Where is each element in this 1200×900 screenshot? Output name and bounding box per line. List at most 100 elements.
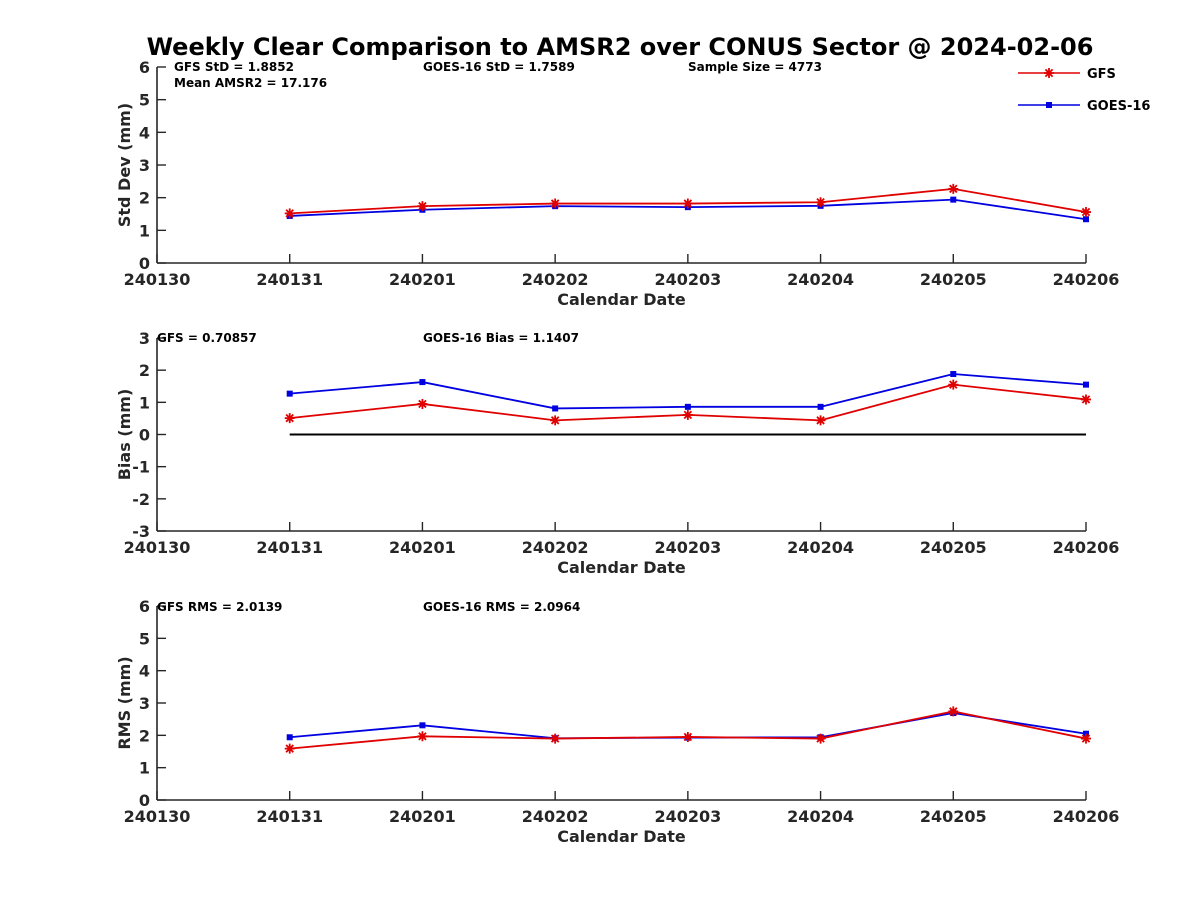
x-tick-label: 240206 — [1053, 807, 1120, 826]
y-tick-label: 6 — [139, 597, 150, 616]
data-point-goes-16 — [684, 403, 691, 410]
y-tick-label: 1 — [139, 759, 150, 778]
x-axis-label: Calendar Date — [557, 827, 686, 846]
data-point-gfs — [1081, 733, 1091, 744]
x-tick-label: 240201 — [389, 807, 456, 826]
stat-annotation: GOES-16 StD = 1.7589 — [423, 60, 575, 74]
data-point-gfs — [284, 743, 295, 754]
y-tick-label: 3 — [139, 694, 150, 713]
y-tick-label: 2 — [139, 361, 150, 380]
chart-title: Weekly Clear Comparison to AMSR2 over CO… — [147, 33, 1094, 61]
data-point-gfs — [815, 733, 826, 744]
data-point-goes-16 — [286, 734, 293, 741]
y-tick-label: 6 — [139, 58, 150, 77]
y-tick-label: 5 — [139, 91, 150, 110]
data-point-goes-16 — [950, 371, 957, 378]
stat-annotation: Sample Size = 4773 — [688, 60, 822, 74]
legend-goes16-label: GOES-16 — [1087, 99, 1150, 114]
series-line-gfs — [289, 710, 1087, 750]
x-tick-label: 240201 — [389, 538, 456, 557]
legend-goes16-marker — [1046, 102, 1052, 108]
x-tick-label: 240201 — [389, 270, 456, 289]
stat-annotation: GFS = 0.70857 — [157, 331, 257, 345]
x-tick-label: 240131 — [256, 270, 323, 289]
data-point-gfs — [284, 208, 295, 219]
x-tick-label: 240202 — [522, 807, 589, 826]
std-dev-panel: 240130 240131 240201 240202 240203 240204 2402… — [115, 58, 1119, 309]
stat-annotation: GFS StD = 1.8852 — [174, 60, 294, 74]
y-tick-label: 3 — [139, 329, 150, 348]
y-tick-label: 3 — [139, 156, 150, 175]
data-point-gfs — [1081, 394, 1091, 405]
stat-annotation: GOES-16 Bias = 1.1407 — [423, 331, 579, 345]
x-tick-label: 240203 — [654, 538, 721, 557]
x-tick-label: 240131 — [256, 807, 323, 826]
x-tick-label: 240202 — [522, 270, 589, 289]
series-line-goes-16 — [289, 373, 1087, 410]
y-tick-label: 0 — [139, 426, 150, 445]
data-point-goes-16 — [817, 403, 824, 410]
y-tick-label: 0 — [139, 791, 150, 810]
y-tick-label: -1 — [132, 458, 150, 477]
x-tick-label: 240130 — [124, 538, 191, 557]
x-tick-label: 240205 — [920, 270, 987, 289]
data-point-goes-16 — [286, 390, 293, 397]
data-point-gfs — [417, 398, 428, 409]
x-axis-label: Calendar Date — [557, 290, 686, 309]
x-tick-label: 240203 — [654, 807, 721, 826]
data-point-gfs — [1081, 207, 1091, 218]
stat-annotation: GOES-16 RMS = 2.0964 — [423, 600, 580, 614]
y-tick-label: 4 — [139, 662, 150, 681]
data-point-gfs — [948, 183, 959, 194]
y-tick-label: 4 — [139, 123, 150, 142]
rms-panel: 240130 240131 240201 240202 240203 240204 2402… — [115, 597, 1119, 846]
bias-panel: 240130 240131 240201 240202 240203 240204 2402… — [115, 329, 1119, 577]
x-tick-label: 240131 — [256, 538, 323, 557]
y-axis-label: Std Dev (mm) — [115, 103, 134, 227]
data-point-goes-16 — [950, 196, 957, 203]
x-tick-label: 240206 — [1053, 538, 1120, 557]
data-point-goes-16 — [1083, 216, 1089, 223]
legend-gfs-marker — [1044, 68, 1054, 78]
x-axis-label: Calendar Date — [557, 558, 686, 577]
stat-annotation: Mean AMSR2 = 17.176 — [174, 76, 327, 90]
x-tick-label: 240206 — [1053, 270, 1120, 289]
x-tick-label: 240130 — [124, 270, 191, 289]
data-point-goes-16 — [552, 405, 559, 412]
data-point-gfs — [682, 731, 693, 742]
data-point-gfs — [815, 415, 826, 426]
x-tick-label: 240204 — [787, 270, 854, 289]
data-point-gfs — [948, 706, 959, 717]
x-tick-label: 240204 — [787, 807, 854, 826]
y-tick-label: 1 — [139, 393, 150, 412]
data-point-gfs — [550, 415, 561, 426]
data-point-gfs — [284, 413, 295, 424]
x-tick-label: 240205 — [920, 807, 987, 826]
y-tick-label: -2 — [132, 490, 150, 509]
x-tick-label: 240204 — [787, 538, 854, 557]
y-tick-label: 1 — [139, 221, 150, 240]
y-tick-label: 2 — [139, 189, 150, 208]
y-axis-label: RMS (mm) — [115, 656, 134, 749]
data-point-gfs — [948, 379, 959, 390]
data-point-gfs — [682, 198, 693, 209]
data-point-goes-16 — [419, 379, 426, 386]
x-tick-label: 240130 — [124, 807, 191, 826]
data-point-gfs — [417, 201, 428, 212]
y-tick-label: 0 — [139, 254, 150, 273]
y-tick-label: 5 — [139, 629, 150, 648]
x-tick-label: 240202 — [522, 538, 589, 557]
x-tick-label: 240203 — [654, 270, 721, 289]
y-tick-label: -3 — [132, 522, 150, 541]
data-point-goes-16 — [419, 722, 426, 729]
y-axis-label: Bias (mm) — [115, 389, 134, 481]
stat-annotation: GFS RMS = 2.0139 — [157, 600, 282, 614]
legend: GFS GOES-16 — [1018, 67, 1150, 114]
data-point-goes-16 — [1083, 381, 1089, 388]
data-point-gfs — [550, 733, 561, 744]
data-point-gfs — [815, 197, 826, 208]
data-point-gfs — [417, 731, 428, 742]
x-tick-label: 240205 — [920, 538, 987, 557]
legend-gfs-label: GFS — [1087, 67, 1116, 82]
